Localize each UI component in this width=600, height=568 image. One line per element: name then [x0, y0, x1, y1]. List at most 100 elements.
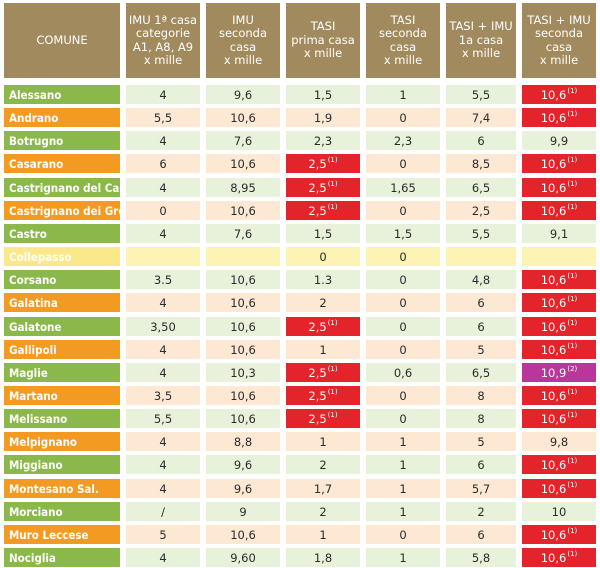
cell-value: 2,5: [308, 180, 327, 195]
comune-name: Andrano: [4, 108, 120, 127]
cell-value: 0: [399, 342, 407, 357]
table-cell: 9,6: [206, 85, 280, 104]
table-cell: 2,5 (1): [286, 201, 360, 220]
cell-value: 6: [477, 457, 485, 472]
table-cell: 0: [366, 201, 440, 220]
table-cell: 8: [446, 386, 516, 405]
table-cell: 0: [366, 293, 440, 312]
table-cell: 4: [126, 548, 200, 567]
cell-value: 4: [159, 180, 167, 195]
cell-value: 7,4: [471, 110, 491, 125]
cell-value: 9,6: [233, 457, 253, 472]
cell-value: 2,5: [308, 203, 327, 218]
cell-value: 4: [159, 434, 167, 449]
comune-name: Montesano Sal.: [4, 479, 120, 498]
cell-value: 1,5: [313, 226, 333, 241]
table-cell: 6: [446, 293, 516, 312]
comune-name: Castrignano dei Greci: [4, 201, 120, 220]
table-cell: 5,5: [126, 108, 200, 127]
table-cell: 7,6: [206, 224, 280, 243]
cell-value: 2: [477, 504, 485, 519]
table-cell: 9: [206, 502, 280, 521]
table-cell: 1: [366, 455, 440, 474]
comune-name: Alessano: [4, 85, 120, 104]
cell-value: 10,6: [230, 295, 256, 310]
table-cell: 1,9: [286, 108, 360, 127]
table-cell: 1: [366, 479, 440, 498]
table-cell: [206, 247, 280, 266]
cell-value: 10,6: [540, 411, 567, 426]
table-cell: 5,5: [446, 224, 516, 243]
table-cell: 10,6 (1): [522, 154, 596, 173]
table-cell: 1,5: [366, 224, 440, 243]
table-cell: 5: [446, 432, 516, 451]
table-cell: 5: [446, 340, 516, 359]
comune-name: Botrugno: [4, 131, 120, 150]
comune-name: Castro: [4, 224, 120, 243]
cell-value: 1: [399, 434, 407, 449]
table-cell: 1.3: [286, 270, 360, 289]
cell-value: 2,5: [308, 388, 327, 403]
table-cell: 10,6 (1): [522, 270, 596, 289]
cell-value: 4: [159, 481, 167, 496]
cell-value: 0: [399, 295, 407, 310]
table-cell: 10,6 (1): [522, 85, 596, 104]
cell-value: 4: [159, 342, 167, 357]
cell-value: 10,6: [230, 527, 256, 542]
table-cell: 1,7: [286, 479, 360, 498]
table-cell: 2,5 (1): [286, 317, 360, 336]
table-cell: 10,6: [206, 525, 280, 544]
table-cell: 10,6: [206, 201, 280, 220]
table-cell: 1,5: [286, 85, 360, 104]
table-cell: 6,5: [446, 363, 516, 382]
table-cell: 10,6: [206, 293, 280, 312]
cell-value: 10,6: [540, 180, 567, 195]
cell-value: 10,6: [540, 156, 567, 171]
cell-value: 2,5: [308, 156, 327, 171]
cell-value: 0,6: [393, 365, 413, 380]
table-cell: 0: [366, 340, 440, 359]
table-cell: 7,6: [206, 131, 280, 150]
cell-value: 5,5: [153, 411, 173, 426]
table-cell: 10,6 (1): [522, 178, 596, 197]
comune-name: Corsano: [4, 270, 120, 289]
table-cell: 2,5 (1): [286, 363, 360, 382]
table-cell: 0,6: [366, 363, 440, 382]
table-cell: 9,1: [522, 224, 596, 243]
cell-value: 1: [319, 434, 327, 449]
table-cell: 5,5: [126, 409, 200, 428]
cell-value: 5,7: [471, 481, 491, 496]
cell-value: 9,6: [233, 481, 253, 496]
table-cell: 2: [446, 502, 516, 521]
cell-value: 10,6: [540, 527, 567, 542]
table-cell: 6,5: [446, 178, 516, 197]
cell-value: 10,6: [540, 342, 567, 357]
table-cell: 4: [126, 479, 200, 498]
table-cell: 4: [126, 455, 200, 474]
table-cell: 1: [366, 85, 440, 104]
cell-value: 1,7: [313, 481, 333, 496]
cell-value: 4: [159, 295, 167, 310]
cell-value: 3,50: [150, 319, 176, 334]
comune-name: Melissano: [4, 409, 120, 428]
cell-value: 7,6: [233, 133, 253, 148]
table-cell: [446, 247, 516, 266]
cell-value: 10,3: [230, 365, 256, 380]
table-cell: 10,6 (1): [522, 108, 596, 127]
cell-value: 10,6: [540, 87, 567, 102]
cell-value: 2,3: [313, 133, 333, 148]
table-cell: 10,6 (1): [522, 455, 596, 474]
cell-value: 8: [477, 411, 485, 426]
cell-value: 1: [399, 481, 407, 496]
table-cell: 10,6: [206, 409, 280, 428]
cell-value: 10,6: [230, 411, 256, 426]
table-cell: [522, 247, 596, 266]
table-cell: 10,6 (1): [522, 479, 596, 498]
table-cell: 1: [366, 548, 440, 567]
comune-name: Gallipoli: [4, 340, 120, 359]
table-cell: 9,9: [522, 131, 596, 150]
table-cell: 1: [286, 432, 360, 451]
comune-name: Galatina: [4, 293, 120, 312]
cell-value: 2: [319, 457, 327, 472]
